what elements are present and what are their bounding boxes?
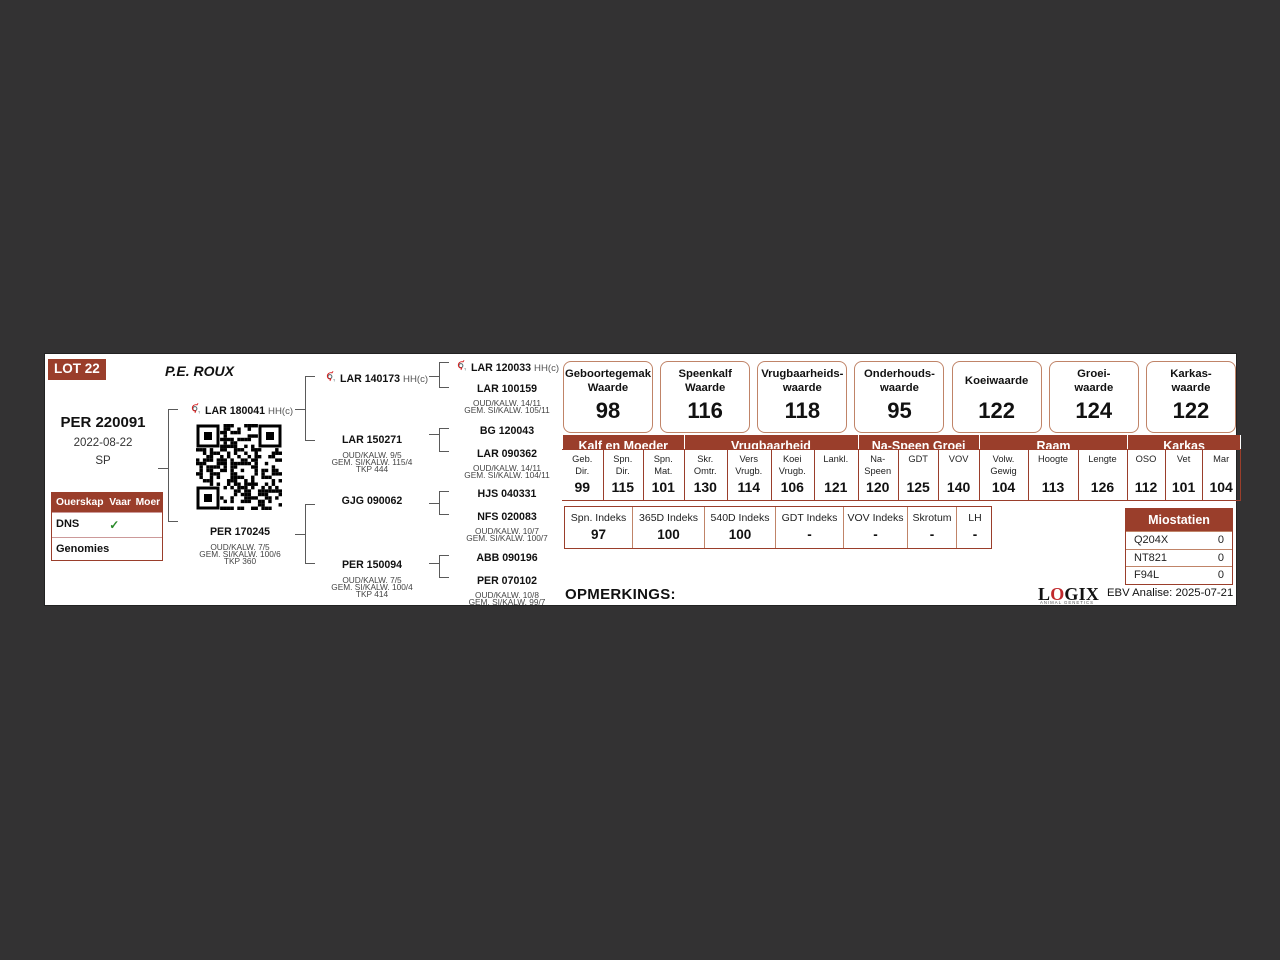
svg-text:T: T [198,411,200,415]
svg-text:T: T [464,368,466,372]
svg-text:T: T [333,379,335,383]
